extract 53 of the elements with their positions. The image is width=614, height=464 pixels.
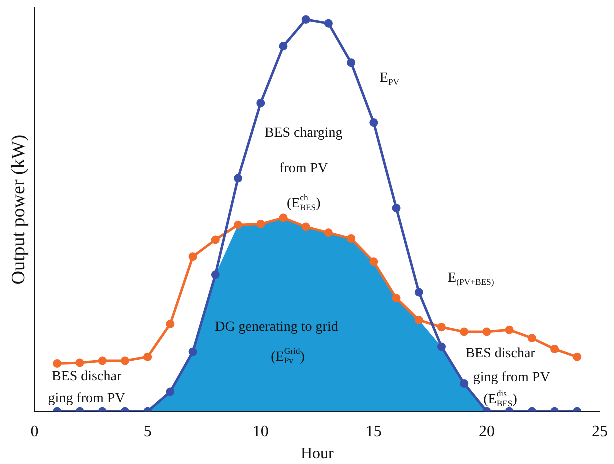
point — [234, 174, 243, 183]
point — [414, 288, 424, 297]
annotation: DG generating to grid — [215, 320, 338, 336]
point — [188, 252, 198, 262]
point — [53, 360, 62, 368]
point — [144, 352, 152, 362]
x-tick-label: 25 — [592, 423, 608, 440]
point — [279, 214, 288, 222]
point — [437, 342, 446, 352]
point — [437, 323, 446, 332]
x-tick-label: 10 — [252, 423, 269, 440]
point — [76, 358, 84, 368]
x-tick-label: 0 — [30, 423, 39, 440]
point — [573, 352, 582, 362]
point — [166, 388, 175, 396]
point — [211, 270, 220, 280]
annotation: ging from PV — [473, 370, 550, 386]
point — [505, 326, 514, 334]
point — [302, 16, 310, 24]
point — [302, 222, 310, 232]
annotation: from PV — [280, 161, 328, 176]
x-axis-title: Hour — [300, 446, 335, 463]
point — [370, 118, 378, 128]
point — [234, 220, 243, 230]
point — [256, 220, 266, 229]
point — [347, 58, 356, 68]
point — [211, 236, 220, 244]
point — [324, 228, 333, 238]
point — [188, 348, 198, 356]
annotation: BES dischar — [466, 346, 536, 362]
point — [279, 42, 288, 51]
point — [98, 356, 107, 366]
point — [256, 98, 266, 108]
annotation: BES dischar — [52, 369, 122, 384]
point — [392, 204, 401, 212]
point — [166, 320, 175, 328]
x-tick-label: 5 — [144, 423, 152, 440]
x-tick-label: 20 — [478, 423, 495, 440]
annotation: ging from PV — [48, 391, 126, 406]
point — [392, 294, 401, 303]
point — [324, 19, 333, 28]
point — [460, 328, 469, 336]
point — [347, 234, 356, 244]
point — [482, 328, 492, 336]
point — [370, 258, 378, 266]
point — [550, 345, 560, 354]
x-tick-label: 15 — [366, 423, 382, 440]
point — [528, 334, 536, 343]
y-axis-title: Output power (kW) — [8, 134, 30, 285]
point — [460, 380, 469, 388]
annotation: BES charging — [264, 126, 343, 142]
point — [414, 316, 424, 325]
point — [120, 356, 130, 366]
